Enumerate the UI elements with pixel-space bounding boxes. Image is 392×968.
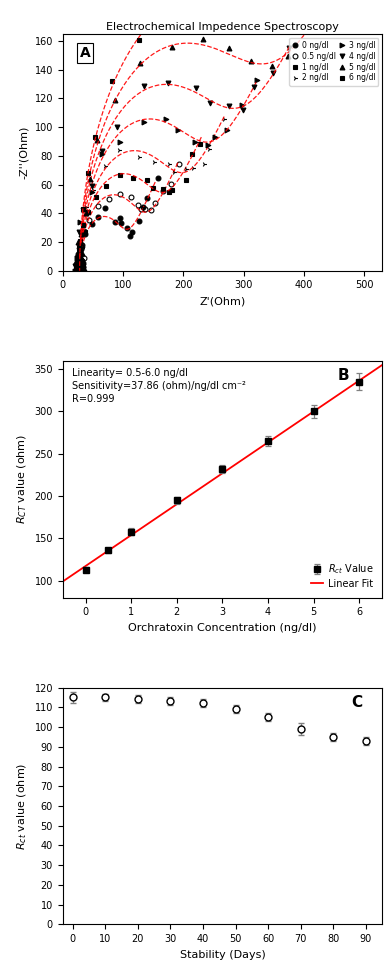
Y-axis label: $R_{ct}$ value (ohm): $R_{ct}$ value (ohm)	[15, 763, 29, 850]
X-axis label: Orchratoxin Concentration (ng/dl): Orchratoxin Concentration (ng/dl)	[128, 622, 317, 633]
Legend: 0 ng/dl, 0.5 ng/dl, 1 ng/dl, 2 ng/dl, 3 ng/dl, 4 ng/dl, 5 ng/dl, 6 ng/dl: 0 ng/dl, 0.5 ng/dl, 1 ng/dl, 2 ng/dl, 3 …	[289, 38, 378, 85]
Text: B: B	[338, 368, 350, 382]
Legend: $R_{ct}$ Value, Linear Fit: $R_{ct}$ Value, Linear Fit	[307, 559, 377, 592]
X-axis label: Stability (Days): Stability (Days)	[180, 950, 265, 959]
Y-axis label: $R_{CT}$ value (ohm): $R_{CT}$ value (ohm)	[15, 434, 29, 525]
Text: Linearity= 0.5-6.0 ng/dl
Sensitivity=37.86 (ohm)/ng/dl cm⁻²
R=0.999: Linearity= 0.5-6.0 ng/dl Sensitivity=37.…	[72, 368, 246, 405]
Y-axis label: -Z''(Ohm): -Z''(Ohm)	[19, 126, 29, 179]
Text: A: A	[80, 45, 91, 60]
Text: C: C	[351, 695, 362, 710]
Title: Electrochemical Impedence Spectroscopy: Electrochemical Impedence Spectroscopy	[106, 21, 339, 32]
X-axis label: Z'(Ohm): Z'(Ohm)	[200, 296, 245, 306]
